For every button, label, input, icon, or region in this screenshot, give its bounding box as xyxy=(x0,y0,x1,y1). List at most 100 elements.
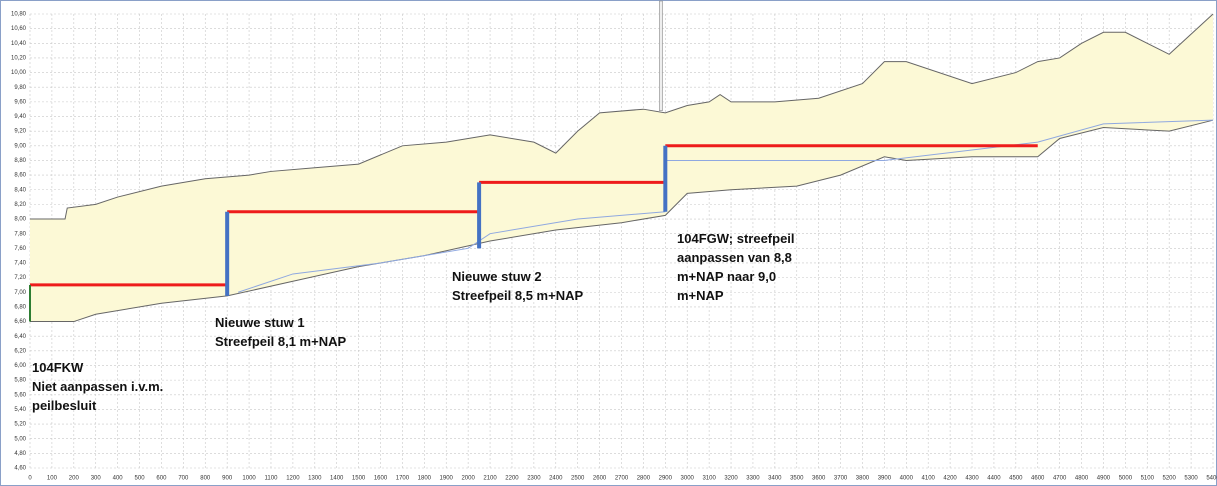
x-tick-label: 3400 xyxy=(768,476,782,482)
x-tick-label: 4700 xyxy=(1053,476,1067,482)
y-tick-label: 7,60 xyxy=(14,246,26,252)
y-tick-label: 5,20 xyxy=(14,422,26,428)
annotation: peilbesluit xyxy=(32,398,97,413)
x-tick-label: 2000 xyxy=(461,476,475,482)
x-tick-label: 2400 xyxy=(549,476,563,482)
x-tick-label: 5000 xyxy=(1119,476,1133,482)
y-tick-label: 9,40 xyxy=(14,114,26,120)
y-tick-label: 8,40 xyxy=(14,187,26,193)
x-tick-label: 5100 xyxy=(1141,476,1155,482)
y-tick-label: 8,20 xyxy=(14,202,26,208)
x-tick-label: 4800 xyxy=(1075,476,1089,482)
x-tick-label: 1900 xyxy=(440,476,454,482)
y-tick-label: 9,80 xyxy=(14,85,26,91)
annotation: 104FKW xyxy=(32,360,84,375)
x-tick-label: 1000 xyxy=(242,476,256,482)
x-tick-label: 3900 xyxy=(878,476,892,482)
x-tick-label: 4500 xyxy=(1009,476,1023,482)
annotation: m+NAP naar 9,0 xyxy=(677,269,776,284)
y-tick-label: 9,20 xyxy=(14,129,26,135)
x-tick-label: 4300 xyxy=(965,476,979,482)
x-tick-label: 3000 xyxy=(681,476,695,482)
x-tick-label: 1700 xyxy=(396,476,410,482)
annotation: Nieuwe stuw 2 xyxy=(452,269,542,284)
x-tick-label: 900 xyxy=(222,476,233,482)
x-tick-label: 400 xyxy=(113,476,124,482)
x-tick-label: 3600 xyxy=(812,476,826,482)
y-tick-label: 7,40 xyxy=(14,261,26,267)
x-tick-label: 5400 xyxy=(1206,476,1217,482)
y-tick-label: 7,80 xyxy=(14,231,26,237)
series-line xyxy=(225,145,668,296)
y-tick-label: 6,40 xyxy=(14,334,26,340)
y-tick-label: 7,00 xyxy=(14,290,26,296)
x-tick-label: 2900 xyxy=(659,476,673,482)
x-tick-label: 4200 xyxy=(943,476,957,482)
y-tick-label: 10,20 xyxy=(11,56,27,62)
x-tick-label: 3100 xyxy=(702,476,716,482)
y-tick-label: 4,60 xyxy=(14,466,26,472)
x-tick-label: 1300 xyxy=(308,476,322,482)
x-tick-label: 300 xyxy=(91,476,102,482)
y-tick-label: 6,20 xyxy=(14,348,26,354)
x-tick-label: 4100 xyxy=(922,476,936,482)
x-tick-label: 2500 xyxy=(571,476,585,482)
x-tick-label: 4900 xyxy=(1097,476,1111,482)
x-tick-label: 3700 xyxy=(834,476,848,482)
y-tick-label: 5,60 xyxy=(14,392,26,398)
annotation: 104FGW; streefpeil xyxy=(677,231,795,246)
annotation: Niet aanpassen i.v.m. xyxy=(32,379,163,394)
annotation: Nieuwe stuw 1 xyxy=(215,315,305,330)
x-tick-label: 500 xyxy=(135,476,146,482)
x-tick-label: 1200 xyxy=(286,476,300,482)
x-tick-label: 600 xyxy=(156,476,167,482)
x-tick-label: 4000 xyxy=(900,476,914,482)
x-tick-label: 2200 xyxy=(505,476,519,482)
annotation: aanpassen van 8,8 xyxy=(677,250,792,265)
profile-area xyxy=(30,14,1213,322)
x-tick-label: 2700 xyxy=(615,476,629,482)
y-tick-label: 6,80 xyxy=(14,304,26,310)
x-tick-label: 1400 xyxy=(330,476,344,482)
y-tick-label: 9,00 xyxy=(14,143,26,149)
x-tick-label: 2600 xyxy=(593,476,607,482)
y-tick-label: 10,60 xyxy=(11,26,27,32)
y-tick-label: 4,80 xyxy=(14,451,26,457)
x-tick-label: 4600 xyxy=(1031,476,1045,482)
x-tick-label: 0 xyxy=(28,476,32,482)
marker-post xyxy=(659,0,663,111)
labels: 4,60 4,80 5,00 5,20 5,40 5,60 5,80 6,00 6,20 6,40… xyxy=(11,12,1217,482)
y-tick-label: 9,60 xyxy=(14,99,26,105)
x-tick-label: 3800 xyxy=(856,476,870,482)
x-tick-label: 5300 xyxy=(1184,476,1198,482)
annotation: Streefpeil 8,1 m+NAP xyxy=(215,334,346,349)
y-tick-label: 7,20 xyxy=(14,275,26,281)
x-tick-label: 1100 xyxy=(265,476,279,482)
y-tick-label: 8,00 xyxy=(14,217,26,223)
y-tick-label: 8,80 xyxy=(14,158,26,164)
y-tick-label: 10,80 xyxy=(11,12,27,18)
series-line xyxy=(30,144,1038,287)
y-tick-label: 10,40 xyxy=(11,41,27,47)
plot xyxy=(29,0,1214,323)
x-tick-label: 3200 xyxy=(724,476,738,482)
x-tick-label: 4400 xyxy=(987,476,1001,482)
y-tick-label: 6,00 xyxy=(14,363,26,369)
x-tick-label: 100 xyxy=(47,476,58,482)
x-tick-label: 5200 xyxy=(1163,476,1177,482)
x-tick-label: 3500 xyxy=(790,476,804,482)
x-tick-label: 1600 xyxy=(374,476,388,482)
x-tick-label: 3300 xyxy=(746,476,760,482)
series-line xyxy=(30,119,1214,323)
annotation: m+NAP xyxy=(677,288,724,303)
y-tick-label: 10,00 xyxy=(11,70,27,76)
x-tick-label: 2100 xyxy=(483,476,497,482)
x-tick-label: 1800 xyxy=(418,476,432,482)
series-line xyxy=(30,13,1214,220)
y-tick-label: 5,40 xyxy=(14,407,26,413)
x-tick-label: 2800 xyxy=(637,476,651,482)
x-tick-label: 200 xyxy=(69,476,80,482)
x-tick-label: 2300 xyxy=(527,476,541,482)
annotation: Streefpeil 8,5 m+NAP xyxy=(452,288,583,303)
